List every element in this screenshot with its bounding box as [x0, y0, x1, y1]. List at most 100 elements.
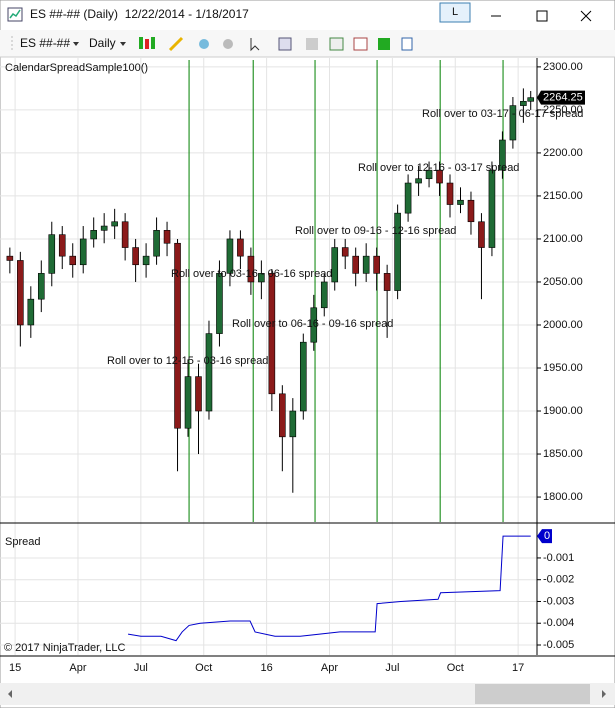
candle-body — [195, 376, 202, 412]
candle-body — [216, 273, 223, 334]
y-tick-label: 2150.00 — [543, 190, 583, 202]
chart-style-button[interactable] — [139, 37, 143, 49]
x-tick-label: 17 — [512, 662, 524, 674]
candle-body — [142, 255, 150, 266]
candle-body — [362, 255, 370, 274]
scroll-right[interactable] — [602, 690, 606, 698]
search-button[interactable] — [278, 37, 292, 51]
candle-body — [226, 238, 234, 274]
candle-body — [415, 178, 422, 184]
candle-body — [527, 97, 535, 102]
candle-body — [247, 255, 255, 283]
strategies-button[interactable] — [353, 37, 368, 51]
candle-body — [352, 255, 359, 274]
chart-style-button[interactable] — [151, 37, 155, 49]
x-tick-label: Oct — [447, 662, 464, 674]
candle-body — [163, 230, 171, 244]
y-tick-label: -0.002 — [543, 574, 574, 586]
interval-selector[interactable]: Daily — [89, 36, 116, 50]
link-button-label: L — [452, 6, 458, 18]
link-button[interactable] — [439, 2, 471, 23]
y-tick-label: 1950.00 — [543, 362, 583, 374]
rollover-annotation: Roll over to 09-16 - 12-16 spread — [295, 225, 456, 237]
candle-body — [279, 393, 286, 438]
candle-body — [509, 105, 517, 141]
candle-body — [404, 182, 412, 214]
candle-body — [478, 221, 485, 248]
x-tick-label: 15 — [9, 662, 21, 674]
candle-body — [37, 273, 45, 300]
candle-body — [373, 255, 380, 274]
candle-body — [320, 281, 328, 309]
rollover-annotation: Roll over to 12-15 - 03-16 spread — [107, 355, 268, 367]
candle-body — [174, 242, 181, 429]
candle-body — [121, 221, 129, 248]
dropdown-arrow — [73, 42, 79, 46]
candle-body — [457, 199, 464, 205]
candle-body — [268, 273, 276, 395]
last-price-box — [537, 90, 585, 105]
candle-body — [6, 255, 14, 261]
candle-body — [79, 238, 87, 266]
scrollbar-thumb[interactable] — [475, 684, 590, 704]
window-title: ES ##-## (Daily) 12/22/2014 - 1/18/2017 — [30, 7, 249, 21]
crosshair-button[interactable] — [199, 39, 209, 49]
performance-button[interactable] — [378, 38, 390, 50]
last-price-label: 2264.25 — [543, 92, 583, 104]
candle-body — [237, 238, 244, 257]
candle-body — [258, 273, 265, 283]
app-icon-graph — [9, 9, 21, 19]
maximize-button[interactable] — [536, 10, 548, 22]
pointer-button[interactable] — [250, 38, 260, 52]
candle-body — [100, 225, 108, 231]
x-tick-label: Jul — [385, 662, 399, 674]
candle-body — [383, 273, 391, 291]
draw-tool-button[interactable] — [168, 36, 184, 52]
candle-body — [341, 247, 349, 257]
dropdown-arrow — [120, 42, 126, 46]
x-tick-label: Apr — [321, 662, 338, 674]
x-tick-label: Apr — [69, 662, 86, 674]
x-tick-label: 16 — [260, 662, 272, 674]
candle-body — [111, 221, 118, 227]
candle-body — [446, 182, 454, 205]
instrument-selector[interactable]: ES ##-## — [20, 36, 70, 50]
candle-body — [331, 247, 339, 283]
last-value-box — [537, 529, 552, 544]
zoom-button[interactable] — [223, 39, 233, 49]
properties-button[interactable] — [306, 38, 318, 50]
candle-body — [425, 169, 433, 180]
rollover-annotation: Roll over to 03-16 - 06-16 spread — [171, 268, 332, 280]
candle-body — [48, 234, 56, 274]
candle-body — [205, 333, 213, 412]
data-box-button[interactable] — [401, 37, 413, 51]
panel-title: Spread — [5, 536, 40, 548]
candle-body — [488, 169, 496, 248]
candle-body — [90, 230, 97, 240]
last-value-label: 0 — [544, 530, 550, 542]
x-tick-label: Jul — [134, 662, 148, 674]
scroll-left[interactable] — [8, 690, 12, 698]
y-tick-label: -0.001 — [543, 552, 574, 564]
indicators-button[interactable] — [329, 37, 344, 51]
spread-line — [127, 535, 531, 642]
candle-body — [69, 255, 77, 266]
y-tick-label: 2050.00 — [543, 276, 583, 288]
candle-body — [153, 230, 160, 257]
toolbar-icons — [139, 36, 413, 52]
candle-body — [132, 247, 139, 266]
scrollbar[interactable] — [0, 683, 615, 705]
candle-body — [394, 212, 401, 291]
plot-layer: Roll over to 12-15 - 03-16 spread Roll ov… — [0, 58, 583, 655]
candle-body — [184, 376, 192, 429]
copyright: © 2017 NinjaTrader, LLC — [4, 642, 125, 654]
chart-style-button[interactable] — [145, 39, 149, 49]
y-tick-label: -0.003 — [543, 595, 574, 607]
candle-body — [299, 341, 307, 412]
close-button[interactable] — [580, 10, 592, 22]
candle-body — [17, 260, 24, 326]
y-tick-label: 1850.00 — [543, 448, 583, 460]
candle-body — [58, 234, 66, 257]
y-tick-label: -0.005 — [543, 639, 574, 651]
